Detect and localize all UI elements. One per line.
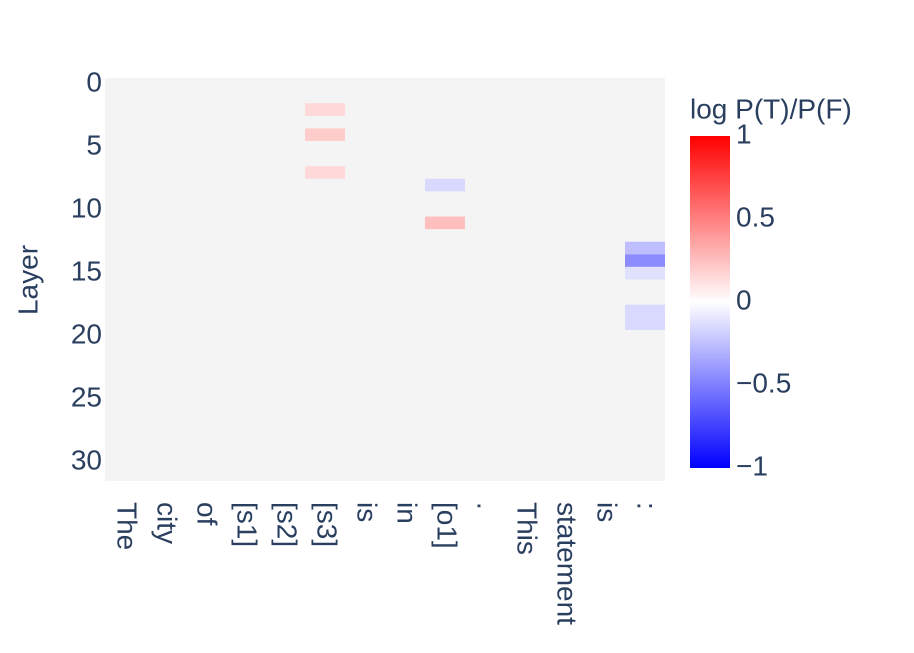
heatmap-cell	[425, 216, 465, 230]
heatmap-cell	[625, 266, 665, 280]
x-tick-label: in	[392, 502, 423, 524]
colorbar-tick-label: 0	[736, 284, 752, 315]
x-tick-label: is	[352, 502, 383, 522]
y-tick-label: 20	[71, 319, 102, 350]
heatmap-cell	[625, 304, 665, 318]
x-tick-label: [o1]	[432, 502, 463, 549]
y-tick-label: 25	[71, 382, 102, 413]
heatmap-cell	[625, 317, 665, 330]
colorbar-tick-label: −1	[736, 450, 768, 481]
colorbar-title: log P(T)/P(F)	[690, 93, 852, 124]
y-tick-label: 10	[71, 193, 102, 224]
x-tick-label: [s2]	[272, 502, 303, 547]
y-tick-label: 30	[71, 445, 102, 476]
heatmap-cell	[305, 128, 345, 141]
y-tick-label: 0	[86, 67, 102, 98]
heatmap-cell	[305, 166, 345, 179]
x-tick-label: This	[512, 502, 543, 555]
y-tick-label: 5	[86, 130, 102, 161]
x-tick-label: statement	[552, 502, 583, 625]
heatmap-cell	[625, 241, 665, 255]
y-axis-title: Layer	[12, 245, 43, 315]
x-tick-label: :	[632, 502, 663, 510]
colorbar	[690, 136, 730, 468]
colorbar-tick-label: −0.5	[736, 367, 791, 398]
x-tick-label: is	[592, 502, 623, 522]
x-tick-label: city	[152, 502, 183, 544]
x-tick-label: .	[472, 502, 503, 510]
heatmap-cell	[625, 254, 665, 267]
colorbar-tick-label: 1	[736, 118, 752, 149]
heatmap-cell	[305, 103, 345, 116]
y-tick-label: 15	[71, 256, 102, 287]
colorbar-tick-label: 0.5	[736, 201, 775, 232]
heatmap-cell	[425, 178, 465, 192]
x-tick-label: of	[192, 502, 223, 526]
x-tick-label: The	[112, 502, 143, 550]
plot-background	[105, 78, 665, 481]
x-tick-label: [s1]	[232, 502, 263, 547]
x-tick-label: [s3]	[312, 502, 343, 547]
